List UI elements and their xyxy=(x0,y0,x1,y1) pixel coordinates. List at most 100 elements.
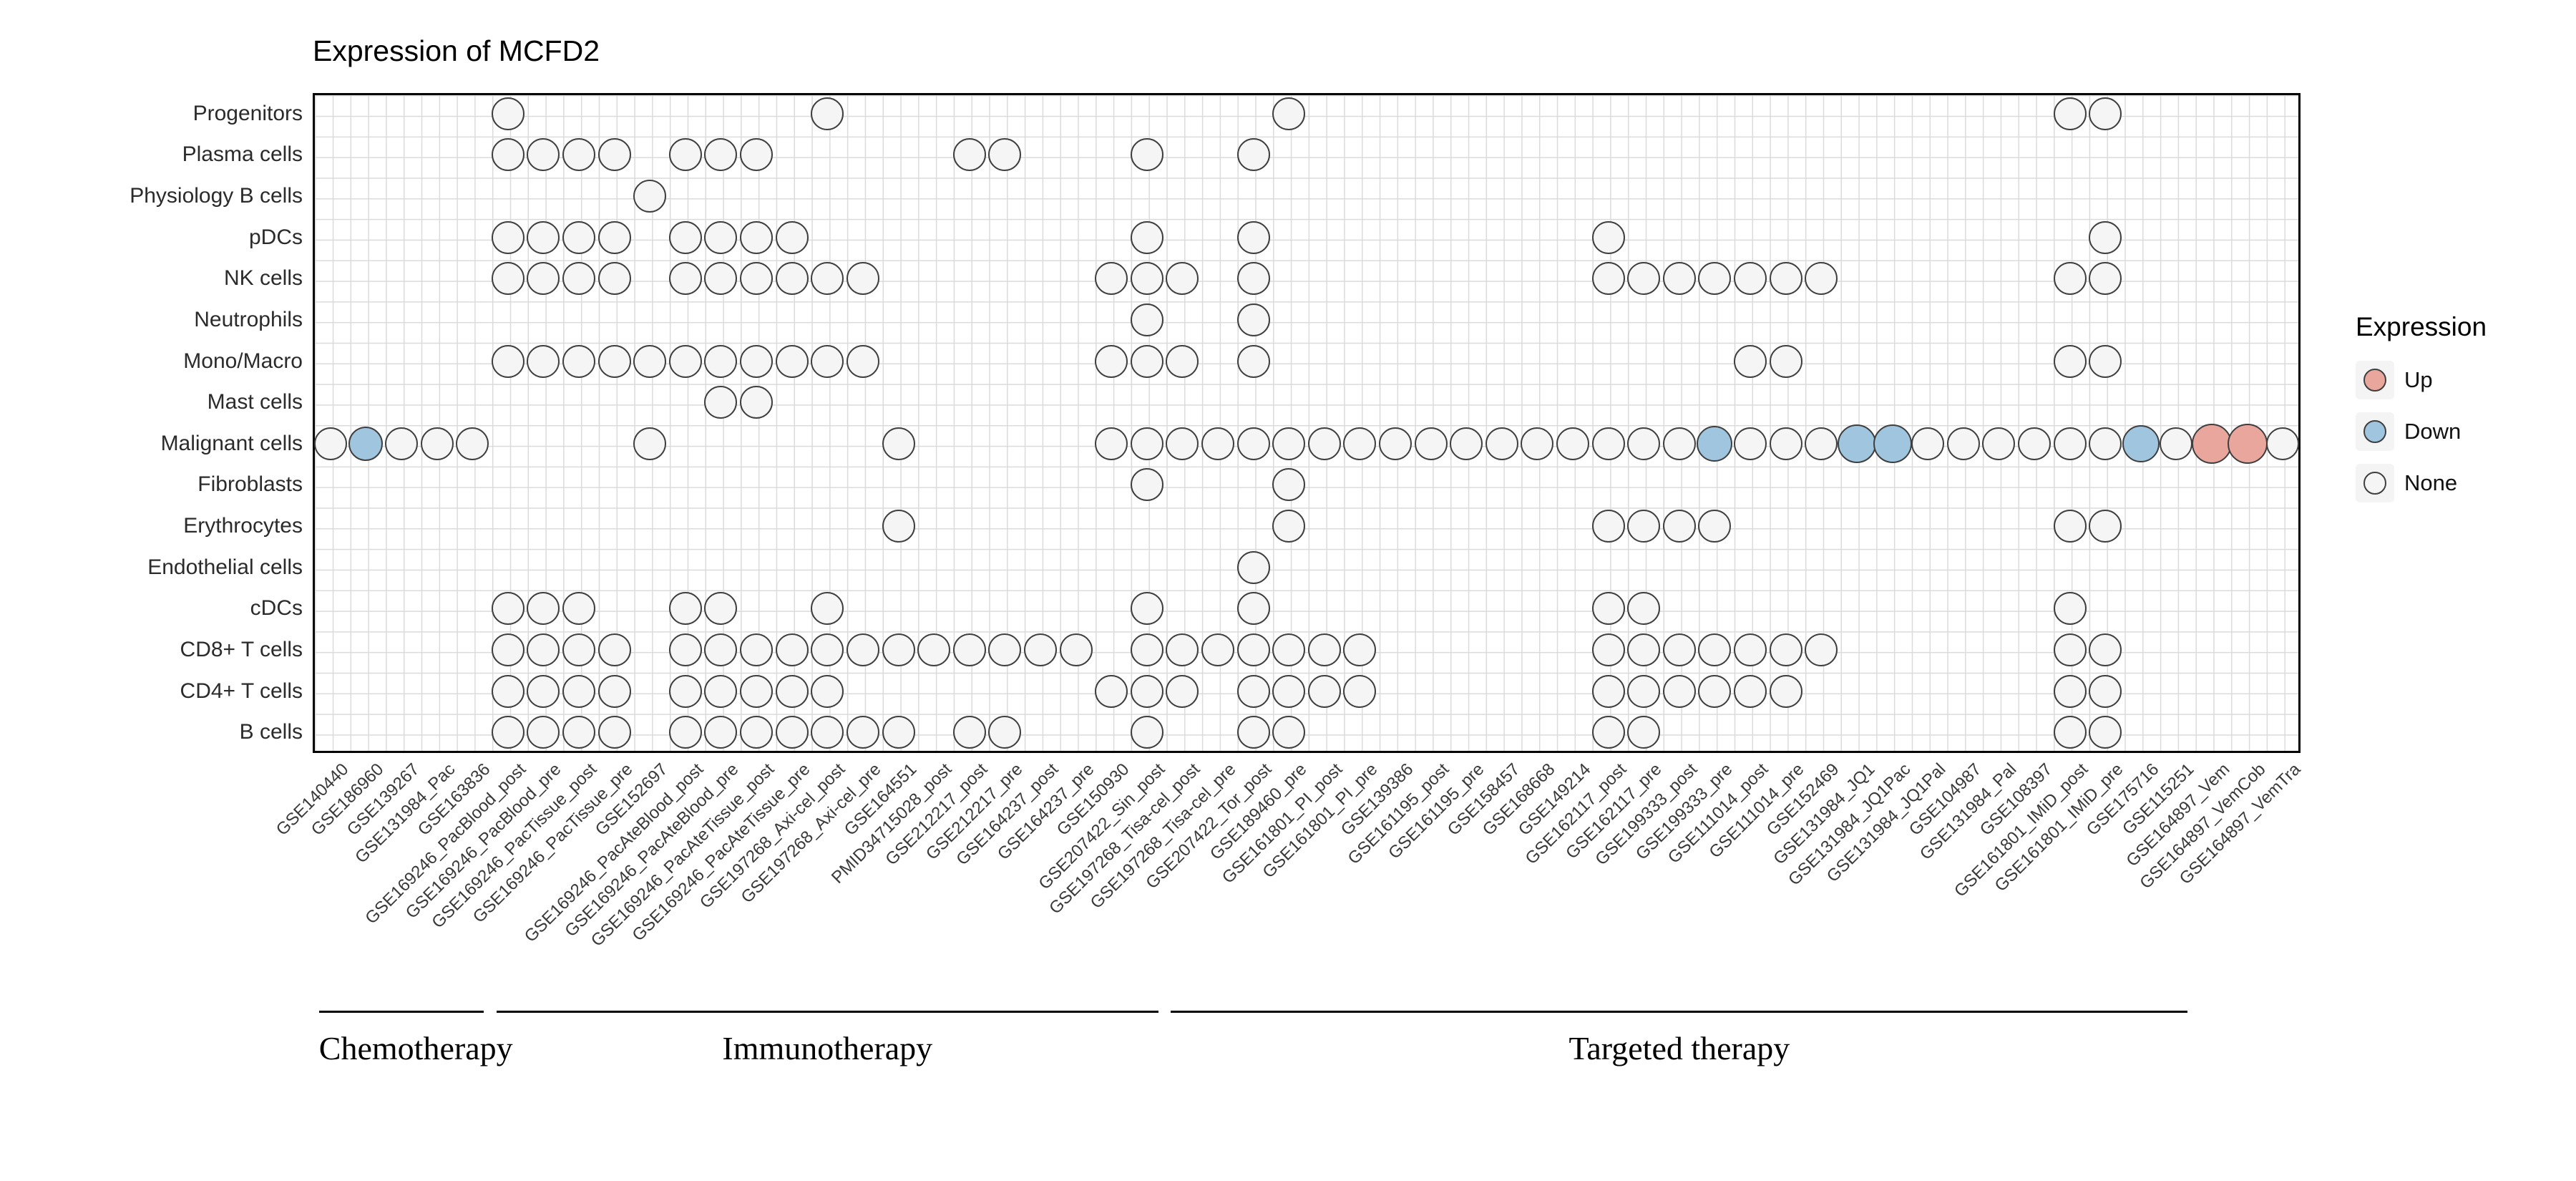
row-label: pDCs xyxy=(248,225,303,249)
expression-dot xyxy=(704,592,738,626)
expression-dot xyxy=(1805,633,1838,666)
expression-dot xyxy=(1591,674,1625,708)
expression-dot xyxy=(527,674,560,708)
expression-dot xyxy=(1769,262,1802,296)
expression-dot xyxy=(527,633,560,666)
expression-dot xyxy=(562,592,596,626)
expression-dot xyxy=(811,592,844,626)
expression-dot xyxy=(1769,674,1802,708)
expression-dot xyxy=(740,220,774,254)
expression-dot xyxy=(2053,344,2087,378)
expression-dot xyxy=(1236,262,1270,296)
expression-dot xyxy=(740,386,774,419)
expression-dot xyxy=(597,633,631,666)
expression-dot xyxy=(491,716,525,749)
expression-dot xyxy=(456,427,489,460)
expression-dot xyxy=(811,97,844,130)
expression-dot xyxy=(1236,716,1270,749)
expression-dot xyxy=(1236,633,1270,666)
expression-dot xyxy=(1166,633,1199,666)
expression-dot xyxy=(1591,716,1625,749)
plot-panel xyxy=(313,93,2301,753)
expression-dot xyxy=(668,633,702,666)
group-underline xyxy=(318,1011,484,1013)
expression-dot xyxy=(1485,427,1518,460)
expression-dot xyxy=(668,138,702,172)
expression-dot xyxy=(562,220,596,254)
legend-item-up: Up xyxy=(2356,361,2487,399)
expression-dot xyxy=(1130,633,1163,666)
expression-dot xyxy=(775,220,809,254)
expression-dot xyxy=(597,344,631,378)
expression-dot xyxy=(740,344,774,378)
expression-dot xyxy=(882,510,915,543)
expression-dot xyxy=(1236,550,1270,584)
expression-dot xyxy=(882,427,915,460)
expression-dot xyxy=(1627,674,1661,708)
row-label: Fibroblasts xyxy=(197,472,303,497)
expression-dot xyxy=(562,633,596,666)
expression-dot xyxy=(491,220,525,254)
expression-dot xyxy=(527,344,560,378)
expression-dot xyxy=(491,592,525,626)
expression-dot xyxy=(1698,262,1732,296)
expression-dot xyxy=(1272,427,1306,460)
expression-dot xyxy=(1627,427,1661,460)
expression-dot xyxy=(1734,427,1767,460)
legend-key xyxy=(2356,361,2394,399)
expression-dot xyxy=(1236,674,1270,708)
expression-dot xyxy=(597,138,631,172)
expression-dot xyxy=(668,716,702,749)
expression-dot xyxy=(1130,262,1163,296)
expression-dot xyxy=(491,633,525,666)
expression-dot xyxy=(597,220,631,254)
expression-dot xyxy=(491,674,525,708)
expression-dot xyxy=(491,262,525,296)
expression-dot xyxy=(1307,674,1341,708)
group-underline xyxy=(1171,1011,2188,1013)
expression-dot xyxy=(1236,427,1270,460)
expression-dot xyxy=(1662,674,1696,708)
legend-swatch-icon xyxy=(2363,420,2386,443)
expression-dot xyxy=(562,138,596,172)
expression-dot xyxy=(704,138,738,172)
expression-dot xyxy=(2053,97,2087,130)
expression-dot xyxy=(1627,510,1661,543)
expression-dot xyxy=(740,716,774,749)
expression-dot xyxy=(1343,633,1377,666)
expression-dot xyxy=(491,344,525,378)
expression-dot xyxy=(846,716,879,749)
expression-dot xyxy=(2089,674,2122,708)
expression-dot xyxy=(1769,427,1802,460)
row-label: B cells xyxy=(239,720,303,744)
expression-dot xyxy=(2053,592,2087,626)
expression-dot-down xyxy=(2122,424,2160,462)
expression-dot xyxy=(1166,262,1199,296)
expression-dot xyxy=(597,674,631,708)
group-underline xyxy=(496,1011,1158,1013)
expression-dot xyxy=(1272,633,1306,666)
expression-dot xyxy=(1130,138,1163,172)
expression-dot xyxy=(2053,716,2087,749)
expression-dot xyxy=(704,220,738,254)
expression-dot xyxy=(1734,344,1767,378)
expression-dot xyxy=(1272,468,1306,502)
expression-dot xyxy=(633,427,667,460)
expression-dot xyxy=(1591,633,1625,666)
expression-dot xyxy=(1379,427,1413,460)
expression-dot xyxy=(1662,427,1696,460)
row-label: Mast cells xyxy=(207,390,303,414)
expression-dot xyxy=(633,180,667,213)
legend-key xyxy=(2356,412,2394,451)
expression-dot xyxy=(1627,262,1661,296)
expression-dot xyxy=(1627,633,1661,666)
expression-dot xyxy=(917,633,951,666)
expression-dot xyxy=(704,262,738,296)
row-label: Progenitors xyxy=(192,101,303,125)
expression-dot xyxy=(1236,344,1270,378)
expression-dot xyxy=(1591,592,1625,626)
expression-dot xyxy=(704,633,738,666)
expression-dot xyxy=(562,716,596,749)
expression-dot-down xyxy=(1697,425,1733,462)
expression-dot xyxy=(1662,633,1696,666)
